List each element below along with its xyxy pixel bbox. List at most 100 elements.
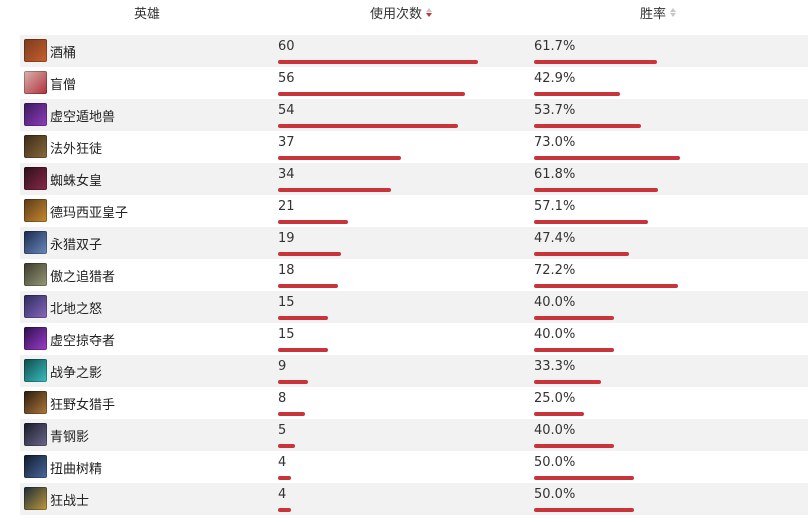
win-rate-bar [534,412,584,416]
column-header-uses[interactable]: 使用次数 [370,3,433,22]
win-rate-value: 33.3% [534,359,576,374]
hero-avatar-icon[interactable] [24,455,47,478]
hero-name[interactable]: 战争之影 [50,366,103,381]
uses-count: 56 [278,71,295,86]
table-row: 酒桶 60 61.7% [20,35,808,67]
sort-desc-icon[interactable] [426,8,433,17]
column-header-uses-label: 使用次数 [370,7,423,22]
hero-name[interactable]: 青钢影 [50,430,90,445]
uses-bar [278,156,401,160]
hero-stats-table: 英雄 使用次数 胜率 酒桶 60 61.7% 盲僧 56 42.9% 虚空遁地兽 54 53.7… [20,0,808,515]
win-rate-bar [534,508,634,512]
hero-avatar-icon[interactable] [24,263,47,286]
sort-icon[interactable] [670,8,677,17]
hero-avatar-icon[interactable] [24,327,47,350]
uses-bar [278,60,478,64]
uses-count: 18 [278,263,295,278]
win-rate-bar [534,380,601,384]
uses-count: 54 [278,103,295,118]
hero-name[interactable]: 虚空掠夺者 [50,334,116,349]
table-row: 德玛西亚皇子 21 57.1% [20,195,808,227]
column-header-hero: 英雄 [134,3,160,22]
uses-bar [278,380,308,384]
win-rate-value: 50.0% [534,455,576,470]
win-rate-value: 57.1% [534,199,576,214]
hero-name[interactable]: 虚空遁地兽 [50,110,116,125]
win-rate-value: 40.0% [534,423,576,438]
win-rate-value: 72.2% [534,263,576,278]
hero-name[interactable]: 傲之追猎者 [50,270,116,285]
uses-count: 21 [278,199,295,214]
table-row: 虚空遁地兽 54 53.7% [20,99,808,131]
table-row: 狂野女猎手 8 25.0% [20,387,808,419]
table-row: 蜘蛛女皇 34 61.8% [20,163,808,195]
uses-bar [278,412,305,416]
hero-name[interactable]: 扭曲树精 [50,462,103,477]
hero-name[interactable]: 狂野女猎手 [50,398,116,413]
win-rate-bar [534,444,614,448]
sort-up-arrow-icon [670,8,677,12]
uses-bar [278,220,348,224]
uses-count: 60 [278,39,295,54]
uses-count: 9 [278,359,287,374]
hero-avatar-icon[interactable] [24,295,47,318]
hero-avatar-icon[interactable] [24,167,47,190]
win-rate-value: 73.0% [534,135,576,150]
hero-name[interactable]: 狂战士 [50,494,90,509]
win-rate-value: 61.8% [534,167,576,182]
hero-avatar-icon[interactable] [24,359,47,382]
hero-name[interactable]: 法外狂徒 [50,142,103,157]
hero-avatar-icon[interactable] [24,423,47,446]
column-header-win-rate[interactable]: 胜率 [640,3,677,22]
uses-bar [278,252,341,256]
win-rate-bar [534,476,634,480]
hero-name[interactable]: 酒桶 [50,46,77,61]
win-rate-bar [534,348,614,352]
hero-avatar-icon[interactable] [24,135,47,158]
uses-count: 34 [278,167,295,182]
win-rate-value: 47.4% [534,231,576,246]
table-row: 狂战士 4 50.0% [20,483,808,515]
table-row: 青钢影 5 40.0% [20,419,808,451]
hero-avatar-icon[interactable] [24,199,47,222]
uses-count: 4 [278,487,287,502]
win-rate-value: 61.7% [534,39,576,54]
hero-name[interactable]: 蜘蛛女皇 [50,174,103,189]
uses-bar [278,348,328,352]
uses-bar [278,284,338,288]
table-row: 盲僧 56 42.9% [20,67,808,99]
uses-count: 37 [278,135,295,150]
sort-down-arrow-icon [426,13,433,17]
hero-name[interactable]: 北地之怒 [50,302,103,317]
hero-avatar-icon[interactable] [24,391,47,414]
hero-avatar-icon[interactable] [24,487,47,510]
win-rate-bar [534,124,641,128]
uses-bar [278,508,291,512]
hero-avatar-icon[interactable] [24,231,47,254]
table-row: 战争之影 9 33.3% [20,355,808,387]
win-rate-value: 42.9% [534,71,576,86]
uses-count: 15 [278,295,295,310]
win-rate-value: 25.0% [534,391,576,406]
table-row: 虚空掠夺者 15 40.0% [20,323,808,355]
hero-name[interactable]: 盲僧 [50,78,77,93]
uses-bar [278,188,391,192]
win-rate-bar [534,60,657,64]
hero-name[interactable]: 德玛西亚皇子 [50,206,129,221]
hero-avatar-icon[interactable] [24,39,47,62]
table-header: 英雄 使用次数 胜率 [20,0,808,32]
uses-bar [278,316,328,320]
uses-bar [278,92,465,96]
uses-count: 4 [278,455,287,470]
win-rate-bar [534,220,648,224]
sort-down-arrow-icon [670,13,677,17]
win-rate-value: 50.0% [534,487,576,502]
uses-count: 15 [278,327,295,342]
win-rate-value: 53.7% [534,103,576,118]
hero-avatar-icon[interactable] [24,103,47,126]
uses-bar [278,124,458,128]
column-header-hero-label: 英雄 [134,7,161,22]
hero-avatar-icon[interactable] [24,71,47,94]
hero-name[interactable]: 永猎双子 [50,238,103,253]
uses-count: 19 [278,231,295,246]
